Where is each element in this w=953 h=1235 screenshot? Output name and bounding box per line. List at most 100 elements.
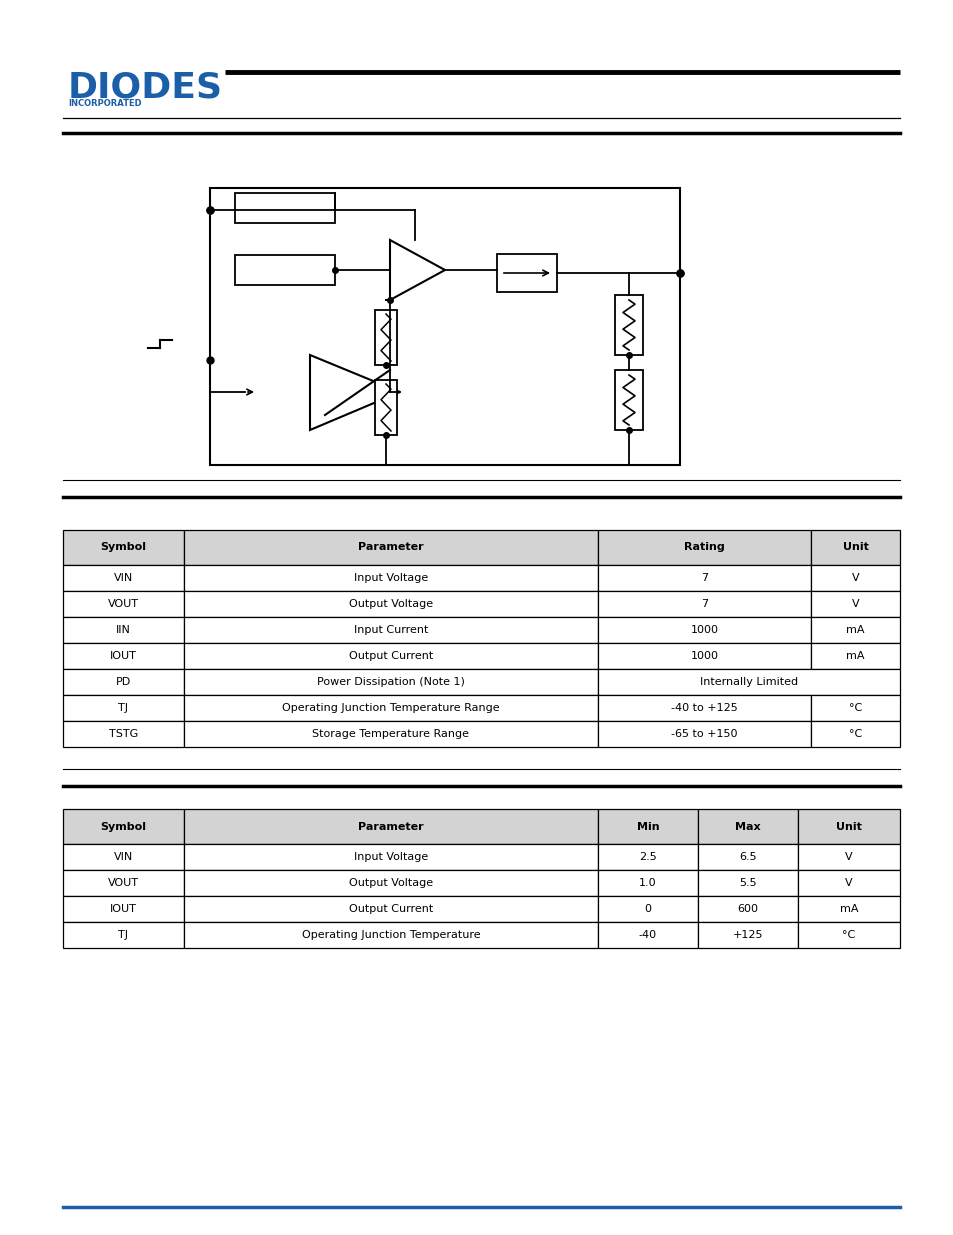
- Text: Output Voltage: Output Voltage: [349, 878, 433, 888]
- Bar: [63, 897, 184, 923]
- Text: Input Current: Input Current: [354, 625, 428, 635]
- Bar: [797, 897, 899, 923]
- Bar: [598, 897, 698, 923]
- Bar: [184, 592, 598, 618]
- Bar: [810, 564, 899, 592]
- Text: Output Current: Output Current: [349, 651, 433, 661]
- Bar: [63, 844, 184, 869]
- Bar: [810, 721, 899, 747]
- Text: 2.5: 2.5: [639, 852, 657, 862]
- Bar: [698, 844, 797, 869]
- Bar: [63, 809, 184, 844]
- Bar: [598, 530, 810, 564]
- Text: °C: °C: [848, 703, 862, 713]
- Text: -65 to +150: -65 to +150: [671, 729, 737, 739]
- Text: -40 to +125: -40 to +125: [670, 703, 737, 713]
- Bar: [598, 869, 698, 897]
- Bar: [210, 188, 679, 466]
- Text: 1.0: 1.0: [639, 878, 656, 888]
- Bar: [598, 809, 698, 844]
- Text: V: V: [851, 573, 859, 583]
- Text: VIN: VIN: [113, 573, 133, 583]
- Text: Operating Junction Temperature Range: Operating Junction Temperature Range: [282, 703, 499, 713]
- Text: Parameter: Parameter: [357, 542, 423, 552]
- Text: Rating: Rating: [683, 542, 724, 552]
- Bar: [598, 643, 810, 669]
- Text: INCORPORATED: INCORPORATED: [68, 99, 141, 107]
- Text: mA: mA: [845, 651, 863, 661]
- Bar: [797, 844, 899, 869]
- Bar: [497, 254, 557, 291]
- Text: V: V: [851, 599, 859, 609]
- Bar: [598, 564, 810, 592]
- Bar: [184, 695, 598, 721]
- Bar: [598, 618, 810, 643]
- Bar: [810, 530, 899, 564]
- Bar: [234, 193, 335, 224]
- Text: Max: Max: [735, 821, 760, 831]
- Text: Parameter: Parameter: [357, 821, 423, 831]
- Text: Input Voltage: Input Voltage: [354, 573, 428, 583]
- Text: VOUT: VOUT: [108, 878, 139, 888]
- Text: Storage Temperature Range: Storage Temperature Range: [313, 729, 469, 739]
- Bar: [63, 869, 184, 897]
- Bar: [810, 618, 899, 643]
- Bar: [63, 669, 184, 695]
- Bar: [63, 923, 184, 948]
- Text: Min: Min: [636, 821, 659, 831]
- Bar: [63, 564, 184, 592]
- Bar: [63, 530, 184, 564]
- Bar: [184, 809, 598, 844]
- Text: Symbol: Symbol: [100, 542, 147, 552]
- Text: Output Current: Output Current: [349, 904, 433, 914]
- Bar: [698, 809, 797, 844]
- Text: 1000: 1000: [690, 651, 718, 661]
- Bar: [184, 530, 598, 564]
- Bar: [63, 721, 184, 747]
- Polygon shape: [310, 354, 399, 430]
- Text: Symbol: Symbol: [100, 821, 147, 831]
- Bar: [698, 869, 797, 897]
- Bar: [598, 844, 698, 869]
- Text: TSTG: TSTG: [109, 729, 138, 739]
- Bar: [598, 695, 810, 721]
- Text: Internally Limited: Internally Limited: [700, 677, 798, 687]
- Text: +125: +125: [732, 930, 762, 940]
- Bar: [797, 869, 899, 897]
- Text: Unit: Unit: [841, 542, 867, 552]
- Bar: [698, 923, 797, 948]
- Text: Input Voltage: Input Voltage: [354, 852, 428, 862]
- Text: IOUT: IOUT: [110, 651, 137, 661]
- Bar: [615, 370, 642, 430]
- Text: mA: mA: [839, 904, 858, 914]
- Text: TJ: TJ: [118, 930, 129, 940]
- Text: 5.5: 5.5: [739, 878, 756, 888]
- Text: mA: mA: [845, 625, 863, 635]
- Text: 7: 7: [700, 599, 707, 609]
- Text: IIN: IIN: [116, 625, 131, 635]
- Text: PD: PD: [115, 677, 131, 687]
- Bar: [184, 669, 598, 695]
- Bar: [598, 592, 810, 618]
- Text: V: V: [844, 878, 852, 888]
- Text: VOUT: VOUT: [108, 599, 139, 609]
- Bar: [184, 897, 598, 923]
- Text: Power Dissipation (Note 1): Power Dissipation (Note 1): [316, 677, 464, 687]
- Text: V: V: [844, 852, 852, 862]
- Bar: [184, 618, 598, 643]
- Bar: [184, 564, 598, 592]
- Bar: [810, 643, 899, 669]
- Text: 600: 600: [737, 904, 758, 914]
- Text: TJ: TJ: [118, 703, 129, 713]
- Bar: [598, 721, 810, 747]
- Bar: [810, 695, 899, 721]
- Bar: [63, 592, 184, 618]
- Text: 1000: 1000: [690, 625, 718, 635]
- Text: 7: 7: [700, 573, 707, 583]
- Text: 6.5: 6.5: [739, 852, 756, 862]
- Bar: [797, 923, 899, 948]
- Text: DIODES: DIODES: [68, 70, 223, 105]
- Bar: [598, 669, 899, 695]
- Bar: [63, 643, 184, 669]
- Bar: [698, 897, 797, 923]
